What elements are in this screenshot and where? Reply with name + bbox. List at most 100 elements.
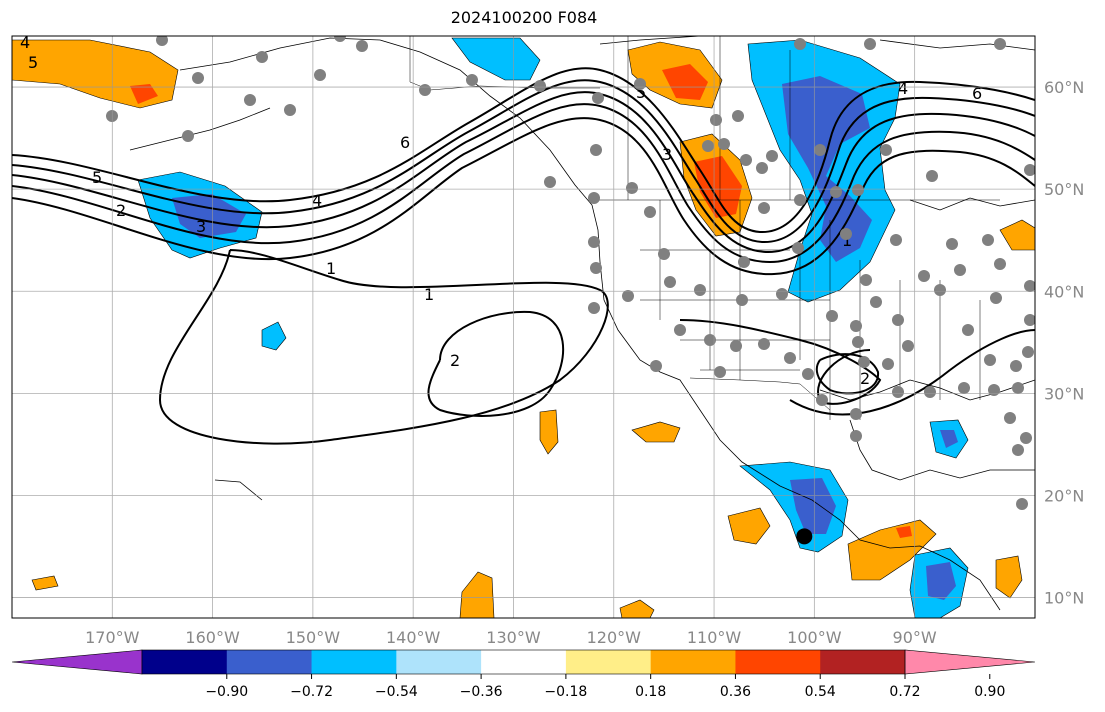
station-dot <box>758 338 770 350</box>
colorbar-extend-high <box>904 649 1036 675</box>
longitude-tick-label: 160°W <box>185 628 240 647</box>
colorbar-tick-label: 0.90 <box>974 684 1005 700</box>
station-dot <box>816 394 828 406</box>
contour-label: 4 <box>898 79 908 98</box>
colorbar-tick-label: −0.36 <box>460 684 503 700</box>
latitude-tick-label: 20°N <box>1044 486 1084 505</box>
longitude-tick-label: 130°W <box>486 628 541 647</box>
station-dot <box>714 366 726 378</box>
positive-anomaly-region <box>999 219 1035 251</box>
contour-label: 6 <box>400 133 410 152</box>
station-dot <box>1024 280 1035 292</box>
anomaly-fills <box>12 37 1035 618</box>
station-dot <box>982 234 994 246</box>
station-dot <box>958 382 970 394</box>
station-dot <box>622 290 634 302</box>
station-dot <box>840 228 852 240</box>
location-marker <box>796 528 813 545</box>
colorbar-tick-label: −0.18 <box>544 684 587 700</box>
station-dot <box>880 144 892 156</box>
station-markers <box>106 36 1035 510</box>
strong-positive-anomaly-region <box>130 84 158 104</box>
colorbar-bin <box>650 650 736 674</box>
station-dot <box>860 274 872 286</box>
strong-positive-anomaly-region <box>662 64 708 100</box>
contour-label: 6 <box>972 84 982 103</box>
station-dot <box>718 138 730 150</box>
station-dot <box>954 264 966 276</box>
station-dot <box>314 69 326 81</box>
station-dot <box>736 294 748 306</box>
station-dot <box>794 194 806 206</box>
latitude-tick-label: 50°N <box>1044 180 1084 199</box>
colorbar-bin <box>481 650 567 674</box>
contour-label: 1 <box>424 285 434 304</box>
station-dot <box>658 248 670 260</box>
station-dot <box>544 176 556 188</box>
contour-label: 2 <box>450 351 460 370</box>
contour-label: 2 <box>860 369 870 388</box>
colorbar-bin <box>142 650 228 674</box>
contour-label: 1 <box>842 231 852 250</box>
colorbar-tick-label: −0.90 <box>205 684 248 700</box>
station-dot <box>588 236 600 248</box>
station-dot <box>674 324 686 336</box>
colorbar-tick-label: 0.18 <box>635 684 666 700</box>
longitude-tick-label: 170°W <box>85 628 140 647</box>
negative-anomaly-region <box>261 321 287 351</box>
station-dot <box>934 284 946 296</box>
colorbar-frame <box>141 649 906 675</box>
station-dot <box>334 36 346 42</box>
contour-label-group: 6 4 3 2 5 1 1 2 3 5 4 6 1 2 5 4 <box>20 36 982 388</box>
colorbar-tick-label: 0.36 <box>720 684 751 700</box>
latitude-labels: 10°N 20°N 30°N 40°N 50°N 60°N <box>1044 78 1084 608</box>
station-dot <box>990 292 1002 304</box>
height-contours <box>12 67 1035 445</box>
positive-anomaly-region <box>539 409 559 455</box>
station-dot <box>156 36 168 46</box>
colorbar-bin <box>735 650 821 674</box>
station-dot <box>902 340 914 352</box>
station-dot <box>802 368 814 380</box>
colorbar: −0.90 −0.72 −0.54 −0.36 −0.18 0.18 0.36 0.54 0.7… <box>11 649 1036 700</box>
longitude-tick-label: 100°W <box>787 628 842 647</box>
positive-anomaly-region <box>459 571 495 618</box>
station-dot <box>792 242 804 254</box>
station-dot <box>814 144 826 156</box>
station-dot <box>830 186 842 198</box>
station-dot <box>182 130 194 142</box>
station-dot <box>192 72 204 84</box>
station-dot <box>1010 360 1022 372</box>
latitude-tick-label: 10°N <box>1044 589 1084 608</box>
station-dot <box>784 352 796 364</box>
station-dot <box>592 92 604 104</box>
station-dot <box>644 206 656 218</box>
station-dot <box>1022 346 1034 358</box>
station-dot <box>356 40 368 52</box>
station-dot <box>892 314 904 326</box>
longitude-tick-label: 150°W <box>286 628 341 647</box>
station-dot <box>994 258 1006 270</box>
station-dot <box>758 202 770 214</box>
station-dot <box>1012 382 1024 394</box>
longitude-tick-label: 110°W <box>687 628 742 647</box>
contour-label: 2 <box>116 201 126 220</box>
contour-label: 5 <box>92 168 102 187</box>
station-dot <box>850 320 862 332</box>
station-dot <box>776 288 788 300</box>
station-dot <box>892 386 904 398</box>
station-dot <box>870 296 882 308</box>
latitude-tick-label: 40°N <box>1044 282 1084 301</box>
colorbar-tick-label: −0.54 <box>375 684 418 700</box>
map-title: 2024100200 F084 <box>450 8 598 27</box>
longitude-tick-label: 90°W <box>893 628 937 647</box>
station-dot <box>924 386 936 398</box>
station-dot <box>988 384 1000 396</box>
station-dot <box>590 262 602 274</box>
colorbar-bin <box>820 650 906 674</box>
station-dot <box>962 324 974 336</box>
station-dot <box>794 38 806 50</box>
station-dot <box>588 192 600 204</box>
colorbar-bin <box>565 650 652 674</box>
